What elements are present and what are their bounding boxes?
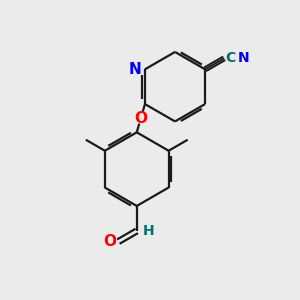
Text: N: N	[129, 62, 141, 77]
Text: C: C	[226, 51, 236, 65]
Text: O: O	[134, 111, 147, 126]
Text: H: H	[143, 224, 155, 238]
Text: N: N	[238, 51, 249, 65]
Text: O: O	[103, 234, 116, 249]
